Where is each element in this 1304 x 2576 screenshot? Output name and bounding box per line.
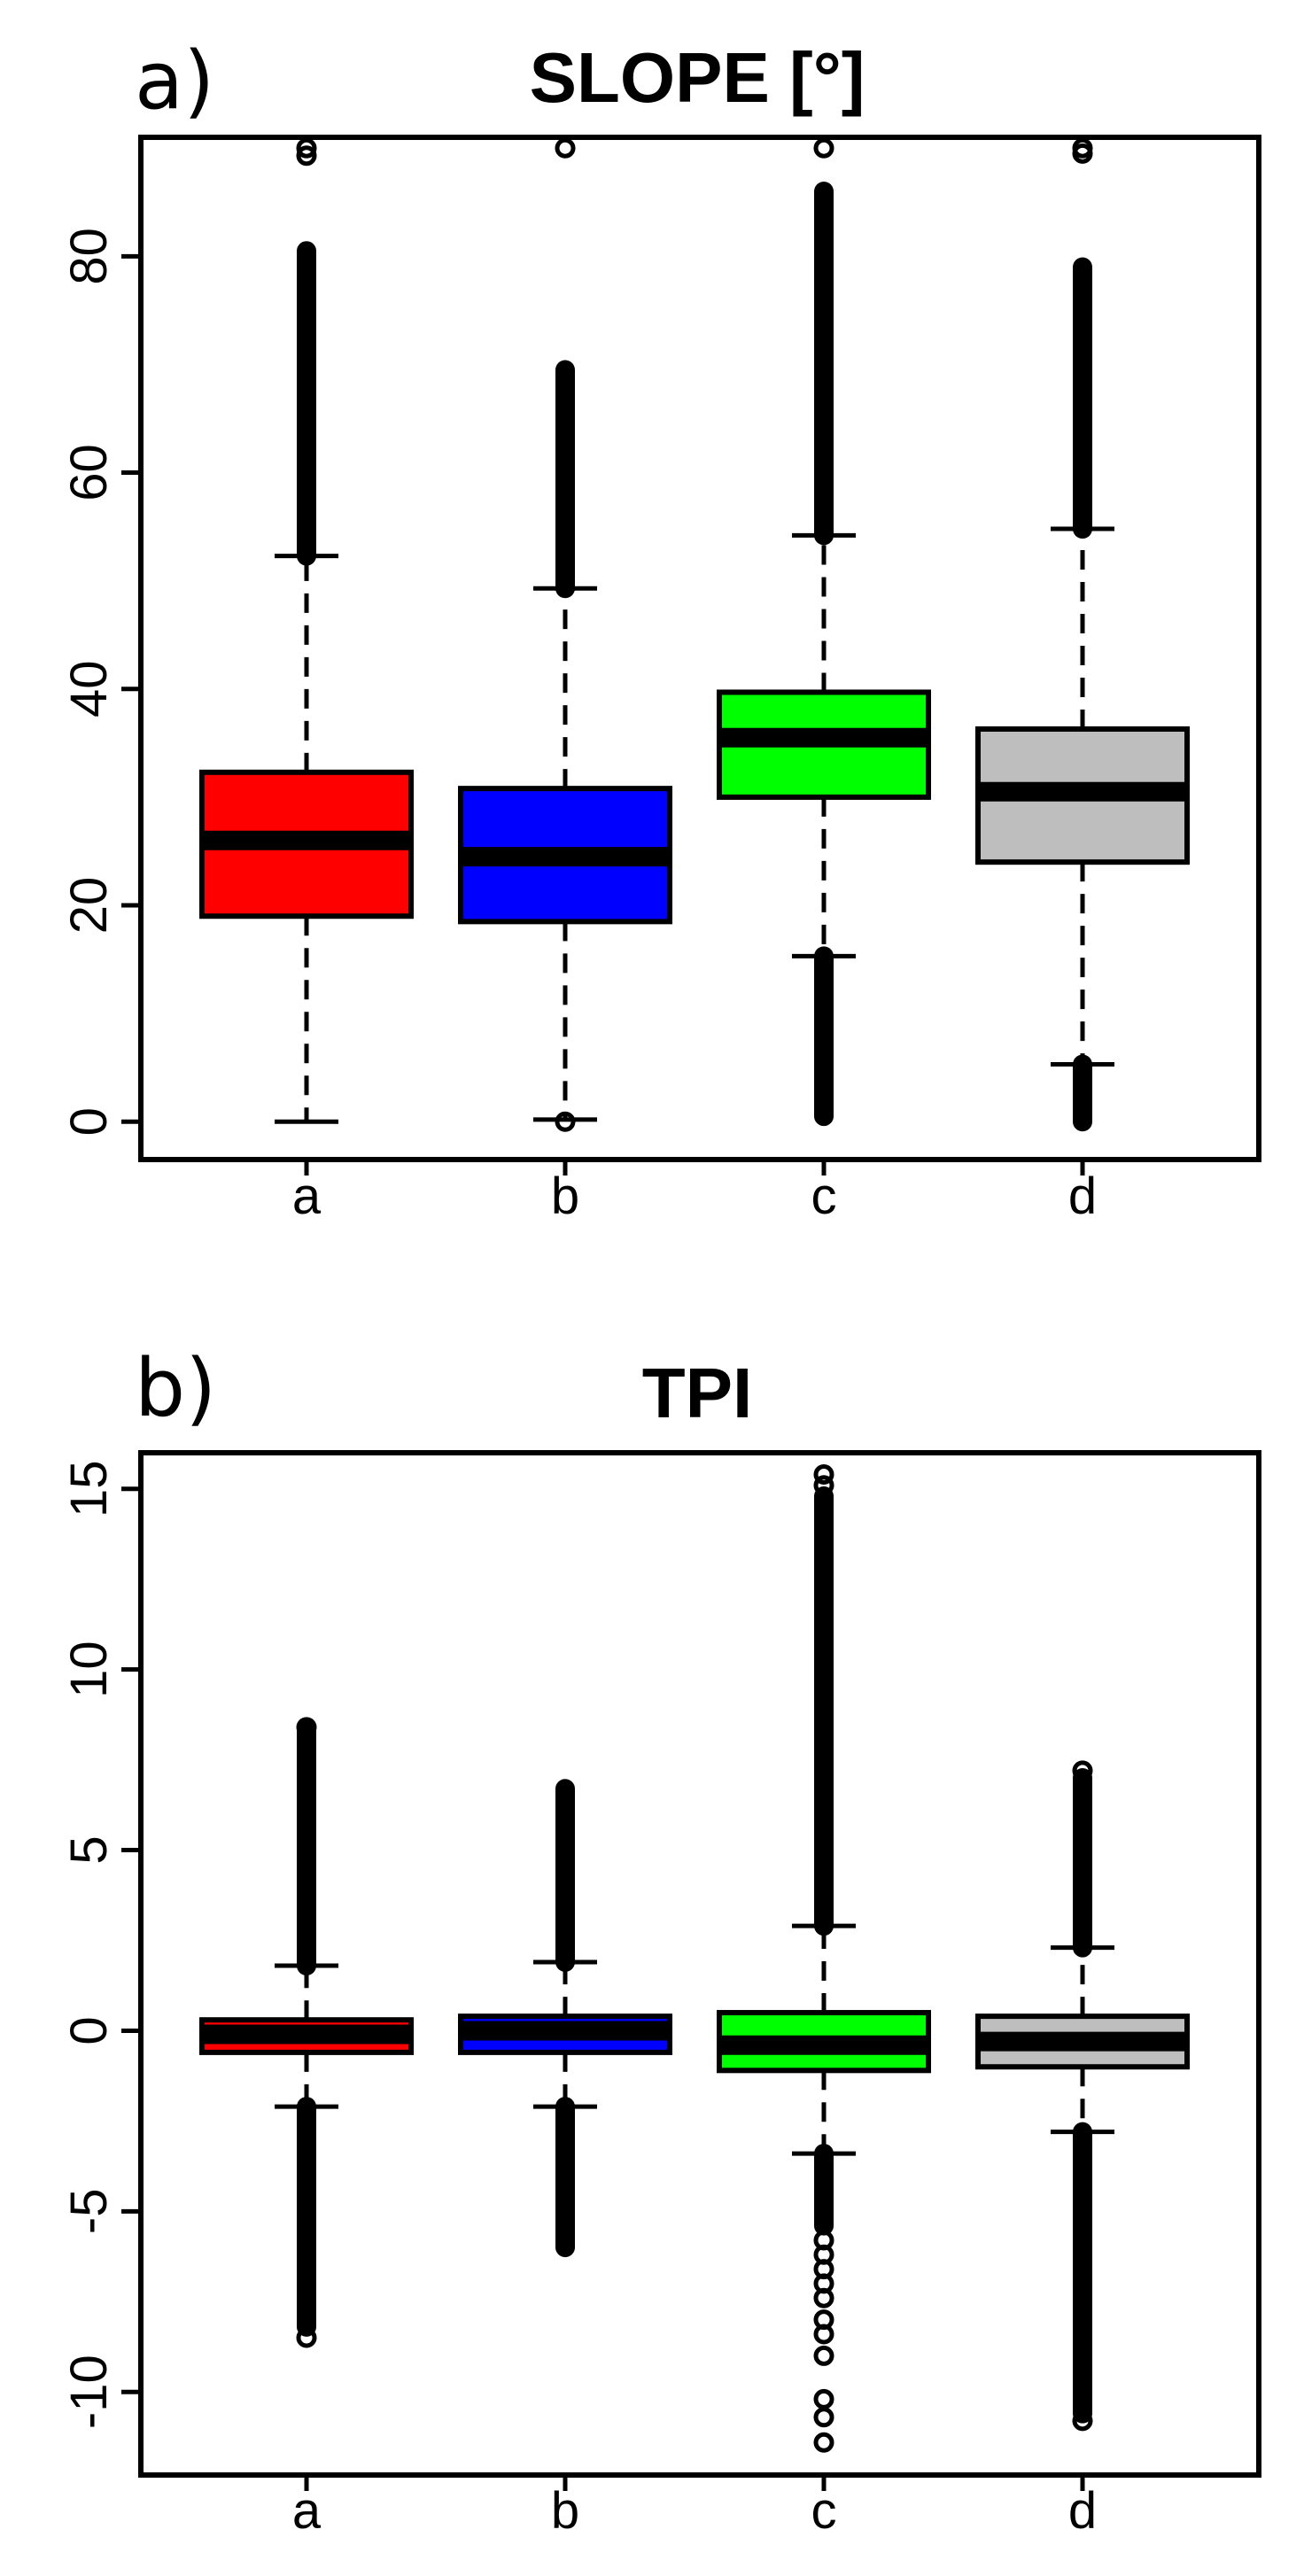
- y-tick-label: 10: [60, 1641, 118, 1698]
- outlier-point: [813, 1463, 834, 1485]
- outlier-point: [1072, 2410, 1093, 2432]
- boxes-group: [199, 137, 1190, 1132]
- x-tick-label: b: [551, 1168, 579, 1225]
- y-axis: 0 20 40 60 80: [60, 228, 141, 1136]
- chart-title: TPI: [642, 1354, 752, 1432]
- panel-label: a): [135, 35, 214, 128]
- y-tick-label: -5: [60, 2189, 118, 2235]
- y-axis: -10 -5 0 5 10 15: [60, 1461, 141, 2429]
- outlier-point: [296, 2327, 317, 2348]
- outlier-point: [555, 137, 576, 159]
- outlier-point: [296, 137, 317, 159]
- panel-label: b): [135, 1342, 216, 1435]
- box-c: [717, 137, 931, 1127]
- outlier-point: [813, 2388, 834, 2409]
- y-tick-label: 0: [60, 1107, 118, 1136]
- outlier-point: [813, 2432, 834, 2453]
- outlier-point: [1072, 1760, 1093, 1781]
- x-axis: a b c d: [292, 2475, 1097, 2540]
- x-tick-label: d: [1068, 1168, 1097, 1225]
- boxes-group: [199, 1463, 1190, 2453]
- box-c: [717, 1463, 931, 2453]
- x-tick-label: c: [811, 1168, 837, 1225]
- y-tick-label: 20: [60, 877, 118, 935]
- outlier-point: [813, 2287, 834, 2308]
- outlier-point: [813, 2324, 834, 2345]
- y-tick-label: 60: [60, 444, 118, 501]
- panel-tpi: b) TPI -10 -5 0 5 10 15 a b c d: [60, 1342, 1261, 2540]
- y-tick-label: 80: [60, 228, 118, 285]
- outlier-point: [813, 2345, 834, 2366]
- outlier-point: [813, 137, 834, 159]
- outlier-point: [813, 2407, 834, 2428]
- chart-title: SLOPE [°]: [530, 38, 865, 117]
- x-tick-label: c: [811, 2482, 837, 2540]
- y-tick-label: 40: [60, 661, 118, 718]
- outlier-point: [296, 145, 317, 167]
- box-b: [458, 1779, 672, 2258]
- outlier-point: [813, 1475, 834, 1496]
- x-tick-label: d: [1068, 2482, 1097, 2540]
- y-tick-label: 5: [60, 1835, 118, 1864]
- x-tick-label: a: [292, 2482, 322, 2540]
- y-tick-label: -10: [60, 2355, 118, 2429]
- outlier-point: [296, 1717, 317, 1738]
- panel-slope: a) SLOPE [°] 0 20 40 60 80 a b c d: [60, 35, 1261, 1225]
- box-d: [975, 137, 1190, 1132]
- box-a: [199, 137, 414, 1124]
- box-a: [199, 1717, 414, 2348]
- x-tick-label: b: [551, 2482, 579, 2540]
- plot-frame: [138, 1450, 1261, 2478]
- box-d: [975, 1760, 1190, 2432]
- y-tick-label: 15: [60, 1461, 118, 1518]
- x-tick-label: a: [292, 1168, 322, 1225]
- box-b: [458, 137, 672, 1132]
- outlier-point: [1072, 137, 1093, 159]
- x-axis: a b c d: [292, 1160, 1097, 1225]
- plot-frame: [138, 135, 1261, 1162]
- y-tick-label: 0: [60, 2016, 118, 2045]
